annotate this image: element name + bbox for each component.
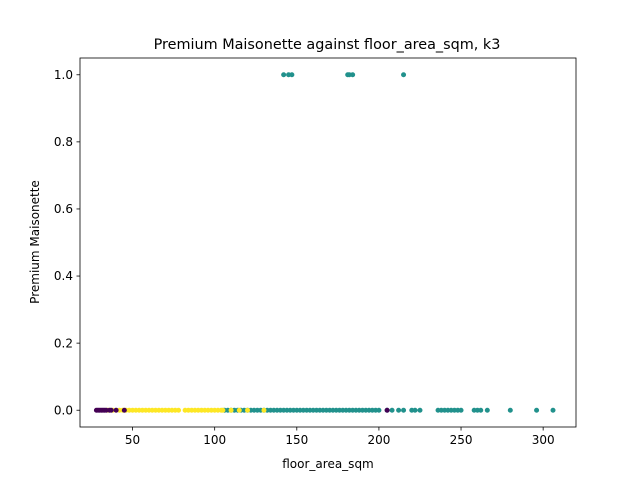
x-tick-label: 150 xyxy=(285,433,308,447)
x-tick-label: 200 xyxy=(367,433,390,447)
data-point xyxy=(220,407,226,413)
data-point xyxy=(228,407,234,413)
data-point xyxy=(396,407,402,413)
data-point xyxy=(121,407,127,413)
x-tick-label: 100 xyxy=(203,433,226,447)
data-points xyxy=(93,72,556,413)
data-point xyxy=(484,407,490,413)
data-point xyxy=(384,407,390,413)
x-axis-label: floor_area_sqm xyxy=(282,457,374,471)
data-point xyxy=(350,72,356,78)
x-tick-label: 50 xyxy=(125,433,140,447)
y-tick-label: 0.6 xyxy=(54,202,73,216)
y-tick-label: 0.8 xyxy=(54,135,73,149)
data-point xyxy=(289,72,295,78)
data-point xyxy=(478,407,484,413)
data-point xyxy=(113,407,119,413)
x-tick-label: 300 xyxy=(532,433,555,447)
y-axis-ticks: 0.0 0.2 0.4 0.6 0.8 1.0 xyxy=(54,68,80,417)
data-point xyxy=(176,407,182,413)
data-point xyxy=(376,407,382,413)
data-point xyxy=(401,72,407,78)
data-point xyxy=(550,407,556,413)
data-point xyxy=(507,407,513,413)
data-point xyxy=(401,407,407,413)
plot-area xyxy=(80,58,576,427)
y-tick-label: 0.2 xyxy=(54,336,73,350)
data-point xyxy=(245,407,251,413)
chart-title: Premium Maisonette against floor_area_sq… xyxy=(154,37,501,53)
y-axis-label: Premium Maisonette xyxy=(28,180,42,304)
plot-frame xyxy=(79,57,577,428)
y-tick-label: 0.4 xyxy=(54,269,73,283)
data-point xyxy=(458,407,464,413)
data-point xyxy=(417,407,423,413)
y-tick-label: 1.0 xyxy=(54,68,73,82)
data-point xyxy=(412,407,418,413)
data-point xyxy=(534,407,540,413)
data-point xyxy=(261,407,267,413)
data-point xyxy=(108,407,114,413)
data-point xyxy=(389,407,395,413)
data-point xyxy=(281,72,287,78)
x-tick-label: 250 xyxy=(450,433,473,447)
x-axis-ticks: 50 100 150 200 250 300 xyxy=(125,427,555,447)
data-point xyxy=(236,407,242,413)
y-tick-label: 0.0 xyxy=(54,403,73,417)
